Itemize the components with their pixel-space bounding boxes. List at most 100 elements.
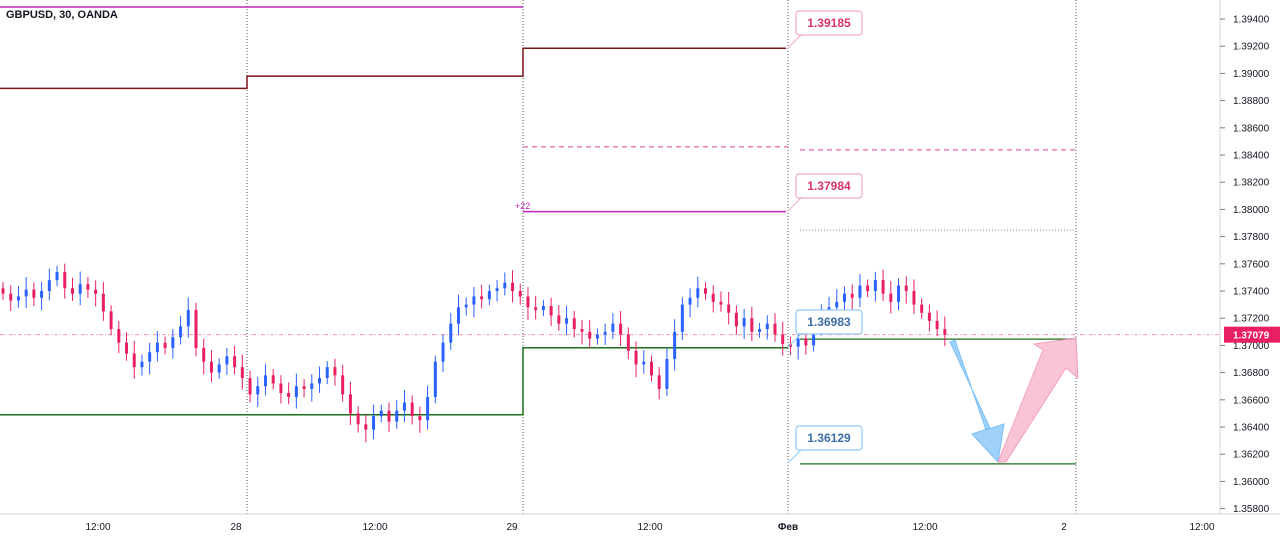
candle-body — [673, 331, 677, 359]
candle — [603, 323, 607, 345]
candle-body — [927, 312, 931, 321]
candle-body — [70, 288, 74, 294]
candle-body — [572, 318, 576, 330]
candle — [70, 277, 74, 301]
price-tick-label: 1.38200 — [1233, 178, 1270, 189]
candle — [511, 270, 515, 303]
candle-body — [271, 375, 275, 384]
candle-body — [912, 291, 916, 305]
candle — [140, 354, 144, 376]
candle-body — [186, 310, 190, 327]
candle — [719, 291, 723, 312]
candle — [456, 294, 460, 336]
candle — [263, 363, 267, 396]
candle — [171, 328, 175, 359]
price-tick-label: 1.36800 — [1233, 368, 1270, 379]
candle-body — [179, 326, 183, 338]
candle — [101, 282, 105, 321]
candle — [734, 305, 738, 335]
price-axis[interactable]: 1.39400 1.39200 1.39000 1.38800 1.38600 1.384… — [1220, 15, 1280, 516]
plus-22-label: +22 — [515, 201, 530, 211]
up-arrow — [997, 337, 1079, 463]
tag-1-37984-box — [795, 173, 863, 199]
candle — [873, 271, 877, 302]
time-tick-label: 12:00 — [637, 522, 662, 533]
candle-body — [426, 397, 430, 421]
candle-body — [526, 296, 530, 308]
tag-1-36983-label: 1.36983 — [807, 315, 851, 329]
candle — [310, 374, 314, 402]
tag-1-37984-pointer — [787, 196, 803, 212]
candle-body — [32, 289, 36, 298]
candle-body — [657, 375, 661, 389]
candle-body — [379, 410, 383, 417]
candle-body — [580, 329, 584, 332]
candle — [148, 342, 152, 375]
candle — [634, 341, 638, 378]
candle — [426, 385, 430, 430]
candle-body — [742, 318, 746, 327]
candle — [233, 345, 237, 375]
candle-body — [372, 416, 376, 430]
candle-body — [325, 367, 329, 379]
candle — [897, 278, 901, 311]
current-price-label: 1.37079 — [1233, 331, 1270, 342]
candle — [55, 265, 59, 287]
candle-body — [943, 329, 947, 335]
candle — [125, 332, 129, 361]
candle-body — [719, 301, 723, 305]
tag-1-36983-box — [795, 309, 863, 335]
candle — [94, 280, 98, 307]
candle-body — [456, 307, 460, 324]
candle-body — [202, 348, 206, 362]
candle-body — [24, 289, 28, 297]
candle — [611, 313, 615, 340]
day-separators — [246, 0, 1077, 514]
candle-body — [217, 364, 221, 373]
candle — [32, 282, 36, 307]
candle — [16, 285, 20, 308]
candle — [132, 340, 136, 379]
candle-body — [310, 383, 314, 389]
candle — [534, 295, 538, 320]
price-tick-label: 1.38400 — [1233, 151, 1270, 162]
candle-body — [788, 344, 792, 347]
candle — [86, 276, 90, 298]
candle — [47, 268, 51, 301]
price-tick-label: 1.35800 — [1233, 504, 1270, 515]
candle-body — [302, 386, 306, 389]
price-tick-label: 1.37000 — [1233, 341, 1270, 352]
candle — [302, 378, 306, 398]
candle-body — [364, 424, 368, 430]
candle — [271, 369, 275, 390]
candle-body — [549, 305, 553, 316]
candle-body — [565, 318, 569, 324]
candle-body — [418, 416, 422, 421]
candle-body — [225, 356, 229, 365]
candle-body — [94, 289, 98, 294]
candle-body — [472, 296, 476, 305]
candle-body — [796, 338, 800, 347]
candle-body — [503, 282, 507, 289]
price-tick-label: 1.36000 — [1233, 477, 1270, 488]
time-axis[interactable]: 12:00 28 12:00 29 12:00 Фев 12:00 2 12:00 — [85, 522, 1214, 533]
level-lines — [0, 6, 1220, 465]
candle — [287, 382, 291, 405]
candle — [341, 364, 345, 402]
maroon-pivot-line — [0, 47, 786, 90]
candle-body — [935, 320, 939, 330]
candle — [441, 334, 445, 373]
candle — [526, 287, 530, 320]
candle-body — [557, 315, 561, 324]
candle-body — [163, 342, 167, 349]
candle — [889, 281, 893, 314]
candle — [704, 282, 708, 300]
price-tick-label: 1.36400 — [1233, 423, 1270, 434]
candle — [688, 288, 692, 318]
candle — [40, 281, 44, 311]
candle-body — [850, 293, 854, 298]
candle-body — [511, 282, 515, 291]
candle-body — [734, 312, 738, 327]
